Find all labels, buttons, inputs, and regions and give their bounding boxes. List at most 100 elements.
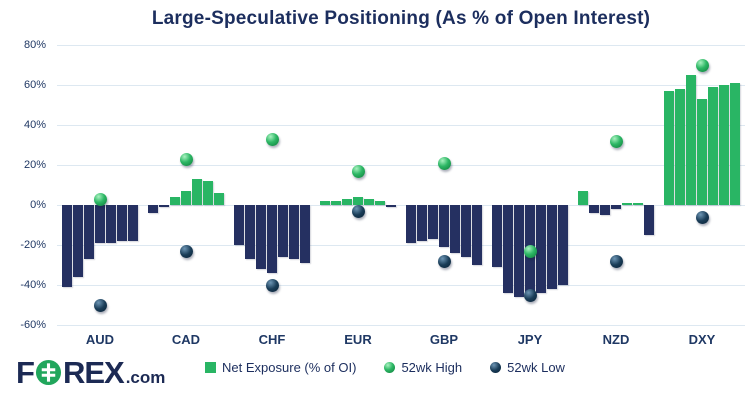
x-axis-labels: AUD CAD CHF EUR GBP JPY NZD DXY bbox=[57, 332, 745, 350]
legend-item-52wk-low: 52wk Low bbox=[490, 360, 565, 375]
gridline bbox=[57, 285, 745, 286]
net-exposure-bar bbox=[461, 205, 471, 257]
net-exposure-bar bbox=[203, 181, 213, 205]
net-exposure-bar bbox=[128, 205, 138, 241]
bar-group-aud bbox=[57, 45, 143, 325]
gridline bbox=[57, 205, 745, 206]
net-exposure-bar bbox=[214, 193, 224, 205]
net-exposure-bar bbox=[611, 205, 621, 209]
52wk-low-dot bbox=[93, 298, 107, 312]
net-exposure-bar bbox=[159, 205, 169, 207]
52wk-high-dot bbox=[351, 164, 365, 178]
net-exposure-bar bbox=[364, 199, 374, 205]
forex-com-logo: F REX .com bbox=[16, 356, 165, 389]
52wk-low-dot bbox=[179, 244, 193, 258]
52wk-low-dot bbox=[695, 210, 709, 224]
y-axis-tick-label: 0% bbox=[30, 199, 46, 211]
net-exposure-bar bbox=[117, 205, 127, 241]
net-exposure-bar bbox=[589, 205, 599, 213]
gridline bbox=[57, 165, 745, 166]
52wk-low-dot bbox=[437, 254, 451, 268]
legend-item-net-exposure: Net Exposure (% of OI) bbox=[205, 360, 356, 375]
net-exposure-bar bbox=[719, 85, 729, 205]
logo-text-rex: REX bbox=[62, 355, 125, 390]
y-axis-tick-label: -20% bbox=[20, 239, 46, 251]
net-exposure-bar bbox=[578, 191, 588, 205]
net-exposure-bar bbox=[417, 205, 427, 241]
net-exposure-bar bbox=[547, 205, 557, 289]
x-axis-label-cad: CAD bbox=[171, 332, 201, 347]
high-dot-icon bbox=[384, 362, 396, 373]
y-axis: 80% 60% 40% 20% 0% -20% -40% -60% bbox=[0, 39, 50, 331]
x-axis-label-dxy: DXY bbox=[688, 332, 716, 347]
52wk-low-dot bbox=[265, 278, 279, 292]
net-exposure-bar bbox=[192, 179, 202, 205]
net-exposure-bar bbox=[450, 205, 460, 253]
gridline bbox=[57, 245, 745, 246]
legend-item-52wk-high: 52wk High bbox=[384, 360, 462, 375]
net-exposure-bar bbox=[181, 191, 191, 205]
gridline bbox=[57, 325, 745, 326]
chart-title: Large-Speculative Positioning (As % of O… bbox=[151, 8, 651, 29]
low-dot-icon bbox=[490, 362, 502, 373]
52wk-high-dot bbox=[179, 152, 193, 166]
52wk-high-dot bbox=[265, 132, 279, 146]
net-exposure-bar bbox=[267, 205, 277, 273]
52wk-low-dot bbox=[523, 288, 537, 302]
y-axis-tick-label: 20% bbox=[23, 159, 46, 171]
x-axis-label-eur: EUR bbox=[344, 332, 372, 347]
52wk-high-dot bbox=[609, 134, 623, 148]
plot-area bbox=[57, 45, 745, 326]
bar-group-jpy bbox=[487, 45, 573, 325]
52wk-low-dot bbox=[609, 254, 623, 268]
y-axis-tick-label: -40% bbox=[20, 279, 46, 291]
52wk-high-dot bbox=[437, 156, 451, 170]
bar-group-nzd bbox=[573, 45, 659, 325]
gridline bbox=[57, 45, 745, 46]
net-exposure-bar bbox=[428, 205, 438, 239]
bar-group-gbp bbox=[401, 45, 487, 325]
net-exposure-bar bbox=[256, 205, 266, 269]
bar-group-chf bbox=[229, 45, 315, 325]
net-exposure-bar bbox=[278, 205, 288, 257]
net-exposure-bar bbox=[245, 205, 255, 259]
net-exposure-bar bbox=[170, 197, 180, 205]
net-exposure-bar bbox=[300, 205, 310, 263]
y-axis-tick-label: -60% bbox=[20, 319, 46, 331]
net-exposure-bar bbox=[514, 205, 524, 297]
legend-high-label: 52wk High bbox=[401, 360, 463, 375]
net-exposure-bar bbox=[503, 205, 513, 293]
net-exposure-bar bbox=[558, 205, 568, 285]
x-axis-label-nzd: NZD bbox=[602, 332, 630, 347]
net-exposure-bar bbox=[386, 205, 396, 207]
net-exposure-bar bbox=[686, 75, 696, 205]
net-exposure-bar bbox=[84, 205, 94, 259]
x-axis-label-chf: CHF bbox=[258, 332, 286, 347]
net-exposure-bar bbox=[353, 197, 363, 205]
net-exposure-bar bbox=[342, 199, 352, 205]
52wk-high-dot bbox=[523, 244, 537, 258]
52wk-high-dot bbox=[695, 58, 709, 72]
bar-group-eur bbox=[315, 45, 401, 325]
y-axis-tick-label: 60% bbox=[23, 79, 46, 91]
net-exposure-bar bbox=[375, 201, 385, 205]
x-axis-label-aud: AUD bbox=[85, 332, 115, 347]
net-exposure-swatch-icon bbox=[205, 362, 217, 373]
net-exposure-bar bbox=[472, 205, 482, 265]
net-exposure-bar bbox=[320, 201, 330, 205]
legend-net-exposure-label: Net Exposure (% of OI) bbox=[222, 360, 357, 375]
logo-text-com: .com bbox=[125, 368, 166, 387]
bar-group-cad bbox=[143, 45, 229, 325]
52wk-high-dot bbox=[93, 192, 107, 206]
net-exposure-bar bbox=[622, 203, 632, 205]
net-exposure-bar bbox=[62, 205, 72, 287]
net-exposure-bar bbox=[536, 205, 546, 293]
bar-group-dxy bbox=[659, 45, 745, 325]
chart-legend: Net Exposure (% of OI) 52wk High 52wk Lo… bbox=[150, 360, 620, 375]
net-exposure-bar bbox=[730, 83, 740, 205]
net-exposure-bar bbox=[600, 205, 610, 215]
gridline bbox=[57, 125, 745, 126]
logo-coin-icon bbox=[35, 359, 62, 386]
net-exposure-bar bbox=[492, 205, 502, 267]
net-exposure-bar bbox=[697, 99, 707, 205]
